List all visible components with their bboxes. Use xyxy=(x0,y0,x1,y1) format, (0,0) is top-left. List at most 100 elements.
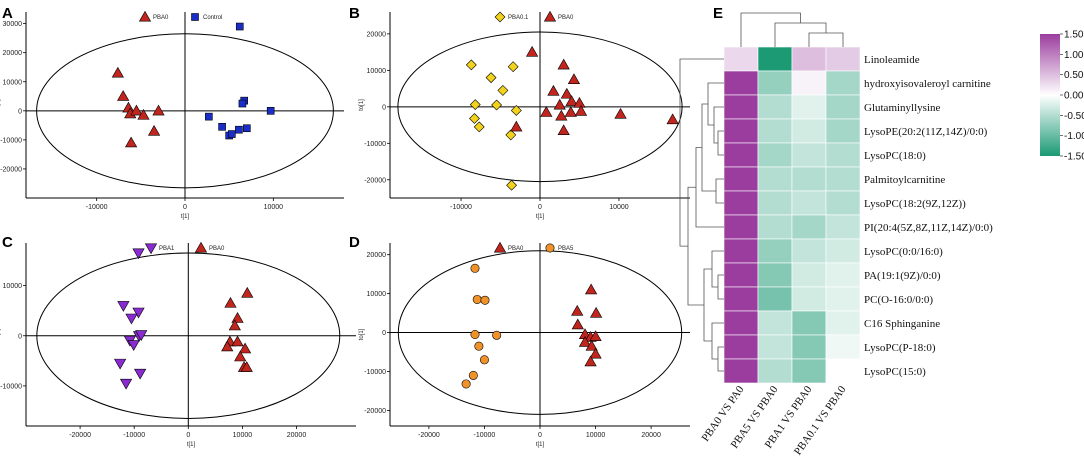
point-pba0 xyxy=(589,347,602,359)
point-pba0 xyxy=(614,107,627,119)
point-pba0 xyxy=(547,84,560,96)
x-tick-label: 0 xyxy=(538,204,542,211)
point-pba0 xyxy=(560,87,573,99)
row-dendrogram-branch xyxy=(713,106,724,144)
point-pba5 xyxy=(479,355,489,365)
legend-marker-pba5 xyxy=(545,243,555,253)
heatmap-row-label: LysoPC(18:2(9Z,12Z)) xyxy=(864,198,966,210)
point-pba0 xyxy=(130,104,143,116)
panel-label: B xyxy=(349,5,360,22)
point-pba0-1 xyxy=(505,129,517,141)
heatmap-cell xyxy=(757,70,793,96)
point-pba0-1 xyxy=(510,105,522,116)
point-pba0 xyxy=(584,355,597,367)
row-dendrogram-branch xyxy=(717,274,724,300)
point-pba0 xyxy=(117,90,130,101)
y-tick-label: 0 xyxy=(382,104,386,111)
x-tick-label: -10000 xyxy=(474,432,496,439)
point-pba1 xyxy=(132,248,145,260)
point-pba0 xyxy=(578,336,592,347)
heatmap-row-label: Glutaminyllysine xyxy=(864,102,941,114)
row-dendrogram-branch xyxy=(703,268,712,342)
point-pba0-1 xyxy=(473,121,485,133)
x-axis-label: t[1] xyxy=(536,214,545,220)
point-control xyxy=(238,99,247,108)
y-tick-label: 10000 xyxy=(3,79,23,86)
heatmap-cell xyxy=(757,238,793,264)
legend-label: Control xyxy=(203,15,222,21)
heatmap-cell xyxy=(723,166,759,192)
y-tick-label: -10000 xyxy=(364,141,386,148)
heatmap-cell xyxy=(757,166,793,192)
heatmap-cell xyxy=(757,310,793,336)
legend-marker-pba0 xyxy=(138,10,152,22)
point-pba0 xyxy=(666,113,679,125)
legend-marker-pba0-1 xyxy=(494,11,506,23)
heatmap-row-label: LysoPC(0:0/16:0) xyxy=(864,246,943,258)
heatmap-row-label: PA(19:1(9Z)/0:0) xyxy=(864,270,941,282)
point-pba5 xyxy=(470,263,480,273)
point-pba1 xyxy=(132,307,145,319)
heatmap-cell xyxy=(825,238,861,264)
heatmap-cell xyxy=(723,46,759,72)
heatmap-cell xyxy=(791,214,827,240)
point-pba0 xyxy=(573,96,586,108)
y-tick-label: 0 xyxy=(18,108,22,115)
point-pba1 xyxy=(117,301,130,312)
hotelling-ellipse xyxy=(397,31,683,183)
x-tick-label: -10000 xyxy=(450,204,472,211)
point-pba0-1 xyxy=(507,61,519,73)
heatmap-cell xyxy=(723,94,759,120)
panel-label: A xyxy=(2,5,13,22)
heatmap-row-label: Palmitoylcarnitine xyxy=(864,174,945,186)
point-control xyxy=(266,107,275,115)
colorbar-tick-label: 0.50 xyxy=(1064,70,1084,81)
heatmap-cell xyxy=(791,286,827,312)
heatmap-cell xyxy=(723,310,759,336)
colorbar-tick-label: -1.50 xyxy=(1064,152,1084,163)
y-tick-label: 20000 xyxy=(367,31,387,38)
heatmap-row-label: hydroxyisovaleroyl carnitine xyxy=(864,78,991,90)
x-tick-label: 0 xyxy=(538,432,542,439)
point-pba5 xyxy=(470,329,480,339)
point-pba0 xyxy=(589,330,602,341)
heatmap-row-label: PI(20:4(5Z,8Z,11Z,14Z)/0:0) xyxy=(864,222,993,234)
point-pba1 xyxy=(134,368,147,380)
heatmap-cell xyxy=(757,262,793,288)
point-pba0-1 xyxy=(469,99,481,111)
point-pba0-1 xyxy=(485,72,497,84)
legend-label: PBA0 xyxy=(508,246,524,252)
heatmap-cell xyxy=(791,142,827,168)
y-tick-label: -20000 xyxy=(364,177,386,184)
legend-marker-pba0 xyxy=(194,241,208,253)
heatmap-cell xyxy=(723,70,759,96)
heatmap-cell xyxy=(791,310,827,336)
point-control xyxy=(235,125,243,134)
heatmap-cell xyxy=(825,262,861,288)
heatmap-cell xyxy=(757,142,793,168)
point-pba0 xyxy=(240,361,253,372)
colorbar-tick-label: 1.50 xyxy=(1064,30,1084,41)
heatmap-cell xyxy=(723,238,759,264)
x-axis-label: t[1] xyxy=(187,442,196,448)
heatmap-cell xyxy=(723,118,759,144)
point-pba0 xyxy=(540,106,553,117)
point-control xyxy=(235,22,244,31)
x-tick-label: -20000 xyxy=(418,432,440,439)
heatmap-cell xyxy=(723,190,759,216)
point-pba1 xyxy=(114,358,127,370)
y-axis-label: to[1] xyxy=(359,328,365,340)
heatmap-cell xyxy=(825,70,861,96)
legend-label: PBA0.1 xyxy=(508,15,529,21)
y-tick-label: -10000 xyxy=(0,137,22,144)
point-pba0 xyxy=(525,45,539,57)
x-axis-label: t[1] xyxy=(536,442,545,448)
y-tick-label: -20000 xyxy=(364,408,386,415)
colorbar-tick-label: -1.00 xyxy=(1064,131,1084,142)
heatmap-cell xyxy=(757,46,793,72)
heatmap-cell xyxy=(757,334,793,360)
x-tick-label: 10000 xyxy=(609,204,629,211)
hotelling-ellipse xyxy=(36,252,341,419)
point-pba0 xyxy=(221,340,234,352)
heatmap-cell xyxy=(825,46,861,72)
